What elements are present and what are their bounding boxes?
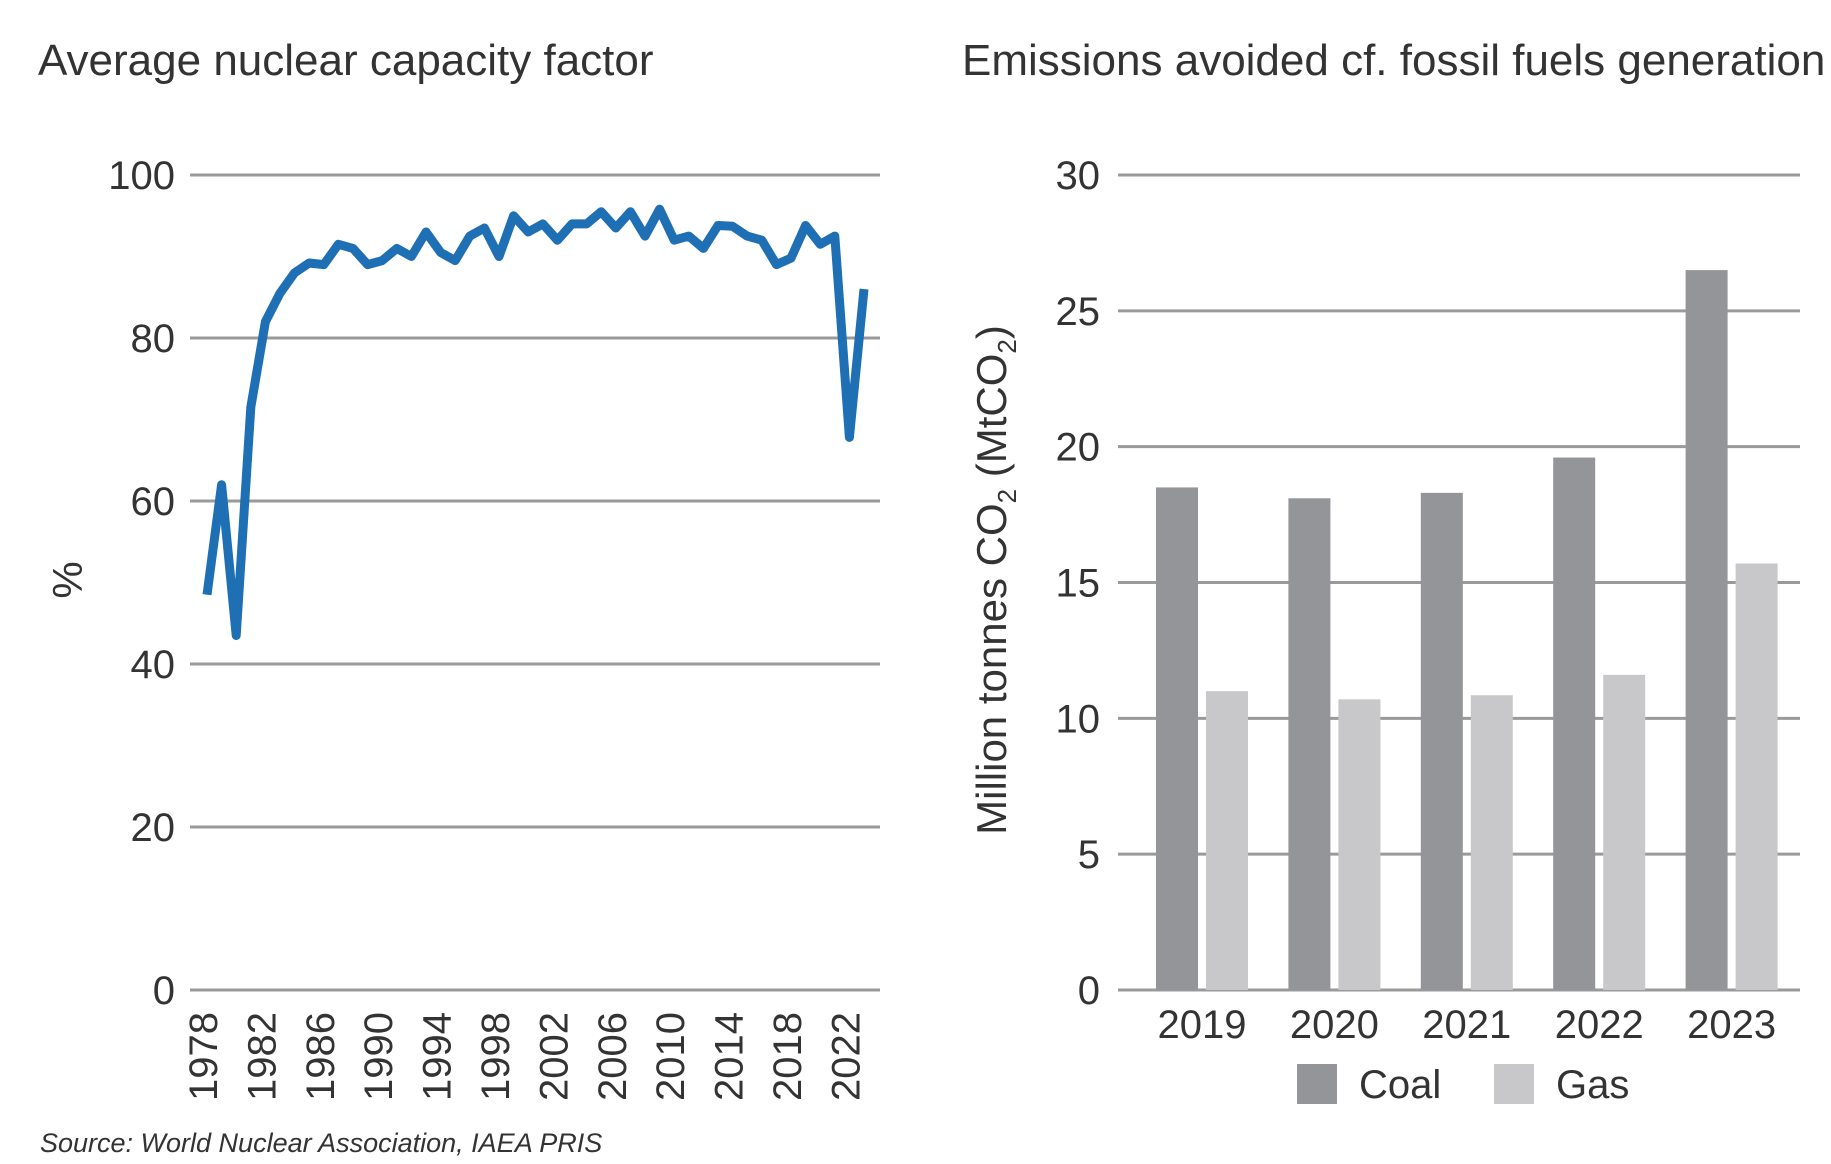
legend-label-gas: Gas [1556, 1063, 1629, 1107]
bar-coal [1685, 270, 1728, 990]
ylabel-sub2: 2 [992, 339, 1022, 353]
bar-chart-y-tick-label: 25 [1056, 290, 1101, 334]
bar-chart-x-tick-label: 2019 [1158, 1003, 1247, 1047]
line-chart-x-tick-label: 2014 [708, 1012, 752, 1101]
bar-chart-title: Emissions avoided cf. fossil fuels gener… [962, 36, 1825, 85]
line-chart-x-tick-label: 2010 [649, 1012, 693, 1101]
line-chart-x-tick-label: 2006 [591, 1012, 635, 1101]
bar-chart-x-ticks: 2019 2020 2021 2022 2023 [1158, 1003, 1777, 1047]
line-chart-x-tick-label: 1994 [416, 1012, 460, 1101]
bar-chart-y-tick-label: 20 [1056, 426, 1101, 470]
line-chart-series-line [202, 204, 869, 640]
line-chart-y-tick-label: 20 [131, 806, 176, 850]
line-chart: Average nuclear capacity factor 0 20 40 60 8… [38, 36, 880, 1101]
bar-chart-y-tick-label: 30 [1056, 154, 1101, 198]
bar-chart-x-tick-label: 2022 [1555, 1003, 1644, 1047]
bar-chart-y-tick-label: 10 [1056, 697, 1101, 741]
bar-chart-y-ticks: 0 5 10 15 20 25 30 [1056, 154, 1101, 1013]
line-chart-y-axis-label: % [44, 561, 91, 598]
ylabel-mid: (MtCO [968, 354, 1015, 489]
bar-gas [1338, 699, 1381, 990]
line-chart-x-tick-label: 2002 [532, 1012, 576, 1101]
source-note: Source: World Nuclear Association, IAEA … [40, 1128, 602, 1158]
line-chart-x-tick-label: 1982 [240, 1012, 284, 1101]
line-chart-x-tick-label: 1990 [357, 1012, 401, 1101]
bar-gas [1603, 674, 1646, 990]
line-chart-y-tick-label: 60 [131, 480, 176, 524]
line-chart-x-tick-label: 2022 [824, 1012, 868, 1101]
bar-gas [1470, 695, 1513, 990]
bar-chart-y-tick-label: 0 [1078, 969, 1100, 1013]
line-chart-y-tick-label: 100 [108, 154, 175, 198]
line-chart-x-tick-label: 2018 [766, 1012, 810, 1101]
line-chart-y-tick-label: 80 [131, 317, 176, 361]
bar-chart: Emissions avoided cf. fossil fuels gener… [962, 36, 1825, 1107]
ylabel-sub1: 2 [992, 489, 1022, 503]
legend-swatch-coal [1297, 1064, 1337, 1104]
line-chart-y-ticks: 0 20 40 60 80 100 [108, 154, 175, 1013]
bar-coal [1288, 498, 1331, 990]
legend-swatch-gas [1494, 1064, 1534, 1104]
line-chart-series [202, 204, 869, 640]
line-chart-x-ticks: 1978 1982 1986 1990 1994 1998 2002 2006 2010 2014… [182, 1012, 868, 1101]
bar-chart-legend: Coal Gas [1297, 1063, 1629, 1107]
bar-chart-y-axis-label: Million tonnes CO2 (MtCO2) [968, 325, 1022, 835]
bar-gas [1735, 563, 1778, 990]
line-chart-title: Average nuclear capacity factor [38, 36, 654, 85]
bar-gas [1206, 691, 1248, 990]
bar-chart-y-tick-label: 15 [1056, 562, 1101, 606]
line-chart-y-tick-label: 40 [131, 643, 176, 687]
line-chart-x-tick-label: 1986 [299, 1012, 343, 1101]
bar-coal [1553, 457, 1596, 990]
ylabel-main: Million tonnes CO [968, 503, 1015, 834]
ylabel-end: ) [968, 325, 1015, 339]
line-chart-x-tick-label: 1978 [182, 1012, 226, 1101]
legend-label-coal: Coal [1359, 1063, 1441, 1107]
bar-chart-x-tick-label: 2023 [1687, 1003, 1776, 1047]
line-chart-y-tick-label: 0 [153, 969, 175, 1013]
line-chart-gridlines [190, 173, 880, 992]
bar-coal [1420, 492, 1463, 990]
bar-chart-x-tick-label: 2020 [1290, 1003, 1379, 1047]
bar-chart-bars [1156, 270, 1778, 990]
bar-chart-y-tick-label: 5 [1078, 833, 1100, 877]
bar-coal [1156, 487, 1198, 990]
line-chart-x-tick-label: 1998 [474, 1012, 518, 1101]
bar-chart-x-tick-label: 2021 [1422, 1003, 1511, 1047]
